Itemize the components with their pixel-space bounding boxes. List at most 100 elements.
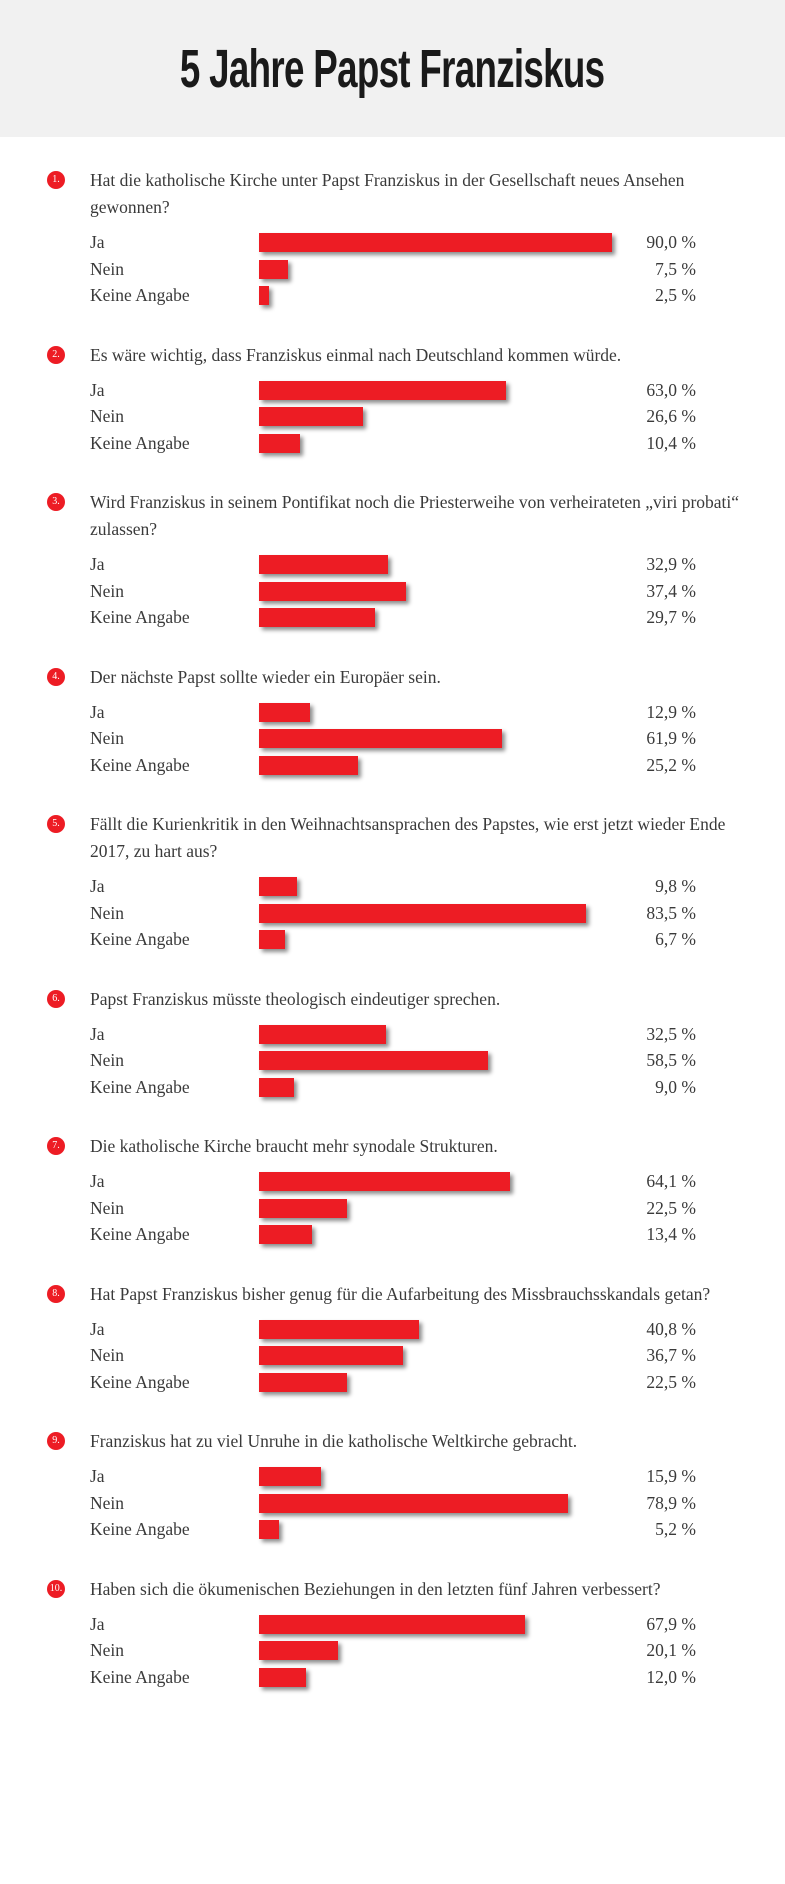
value-label: 64,1 % <box>646 1171 696 1191</box>
question-text: Hat Papst Franziskus bisher genug für di… <box>90 1283 711 1304</box>
answer-row: Keine Angabe 5,2 % <box>0 1516 785 1543</box>
bar <box>259 555 388 574</box>
question: 5. Fällt die Kurienkritik in den Weihnach… <box>0 811 785 865</box>
header: 5 Jahre Papst Franziskus <box>0 0 785 137</box>
value-label: 20,1 % <box>646 1640 696 1660</box>
bar <box>259 1641 338 1660</box>
bar <box>259 1172 511 1191</box>
question: 7. Die katholische Kirche braucht mehr sy… <box>0 1133 785 1160</box>
question-text: Wird Franziskus in seinem Pontifikat noc… <box>90 492 740 539</box>
bar <box>259 903 587 923</box>
value-label: 9,8 % <box>655 876 696 896</box>
answer-row: Ja 32,5 % <box>0 1021 785 1048</box>
question-text: Haben sich die ökumenischen Beziehungen … <box>90 1578 661 1599</box>
value-label: 83,5 % <box>646 902 696 923</box>
value-label: 13,4 % <box>646 1224 696 1244</box>
question-block: 9. Franziskus hat zu viel Unruhe in die k… <box>0 1428 785 1543</box>
answer-row: Nein 20,1 % <box>0 1637 785 1664</box>
answer-row: Ja 90,0 % <box>0 229 785 256</box>
answer-row: Keine Angabe 6,7 % <box>0 926 785 953</box>
bar <box>259 702 310 722</box>
answer-label: Keine Angabe <box>90 607 190 627</box>
value-label: 7,5 % <box>655 258 696 279</box>
answer-row: Keine Angabe 12,0 % <box>0 1664 785 1691</box>
survey-chart: 1. Hat die katholische Kirche unter Papst… <box>0 167 785 1723</box>
question-block: 6. Papst Franziskus müsste theologisch ei… <box>0 986 785 1101</box>
value-label: 61,9 % <box>646 728 696 748</box>
value-label: 12,0 % <box>646 1666 696 1687</box>
answer-label: Nein <box>90 580 125 601</box>
answer-row: Nein 78,9 % <box>0 1490 785 1517</box>
answer-row: Nein 7,5 % <box>0 256 785 283</box>
question-number-badge: 2. <box>47 345 65 364</box>
answer-label: Keine Angabe <box>90 754 190 775</box>
answer-row: Ja 63,0 % <box>0 377 785 404</box>
bar <box>259 1319 419 1339</box>
value-label: 15,9 % <box>646 1466 696 1486</box>
bar <box>259 233 612 252</box>
bar <box>259 1372 348 1392</box>
answer-label: Nein <box>90 1640 125 1660</box>
question: 6. Papst Franziskus müsste theologisch ei… <box>0 986 785 1013</box>
bar <box>259 1346 403 1365</box>
question-number-badge: 3. <box>47 493 65 511</box>
answer-label: Ja <box>90 1613 105 1634</box>
question-block: 7. Die katholische Kirche braucht mehr sy… <box>0 1133 785 1248</box>
answer-label: Keine Angabe <box>90 929 190 949</box>
answer-label: Ja <box>90 701 105 722</box>
question-text: Hat die katholische Kirche unter Papst F… <box>90 170 685 217</box>
bar <box>259 1051 489 1070</box>
value-label: 36,7 % <box>646 1345 696 1365</box>
bar <box>259 407 364 426</box>
answer-row: Keine Angabe 2,5 % <box>0 282 785 309</box>
bar <box>259 286 269 305</box>
answer-row: Keine Angabe 22,5 % <box>0 1369 785 1396</box>
answer-label: Nein <box>90 1197 125 1218</box>
value-label: 67,9 % <box>646 1613 696 1634</box>
question-number-badge: 5. <box>47 815 65 833</box>
answer-label: Keine Angabe <box>90 1076 190 1097</box>
answer-label: Keine Angabe <box>90 1224 190 1244</box>
value-label: 9,0 % <box>655 1076 696 1097</box>
answer-row: Nein 61,9 % <box>0 725 785 752</box>
answer-row: Nein 58,5 % <box>0 1047 785 1074</box>
value-label: 40,8 % <box>646 1318 696 1339</box>
question-block: 5. Fällt die Kurienkritik in den Weihnach… <box>0 811 785 953</box>
question-block: 4. Der nächste Papst sollte wieder ein Eu… <box>0 664 785 779</box>
question-number-badge: 8. <box>47 1284 65 1303</box>
question-number-badge: 9. <box>47 1432 65 1450</box>
question-number-badge: 1. <box>47 171 65 189</box>
bar <box>259 930 286 949</box>
answer-label: Ja <box>90 379 105 400</box>
bar <box>259 380 506 400</box>
question-text: Fällt die Kurienkritik in den Weihnachts… <box>90 814 726 861</box>
bar <box>259 1077 295 1097</box>
value-label: 26,6 % <box>646 406 696 426</box>
question-block: 10. Haben sich die ökumenischen Beziehung… <box>0 1576 785 1691</box>
question-text: Franziskus hat zu viel Unruhe in die kat… <box>90 1431 578 1451</box>
answer-label: Ja <box>90 1171 105 1191</box>
question-text: Papst Franziskus müsste theologisch eind… <box>90 988 501 1009</box>
bar <box>259 433 300 453</box>
bar <box>259 877 298 896</box>
bar <box>259 1520 280 1539</box>
answer-row: Ja 9,8 % <box>0 873 785 900</box>
value-label: 32,9 % <box>646 554 696 574</box>
bar <box>259 259 289 279</box>
bar <box>259 755 358 775</box>
question: 9. Franziskus hat zu viel Unruhe in die k… <box>0 1428 785 1455</box>
question-block: 2. Es wäre wichtig, dass Franziskus einma… <box>0 342 785 457</box>
bar <box>259 1198 348 1218</box>
answer-row: Keine Angabe 29,7 % <box>0 604 785 631</box>
answer-row: Keine Angabe 25,2 % <box>0 752 785 779</box>
bar <box>259 1225 312 1244</box>
answer-row: Nein 36,7 % <box>0 1342 785 1369</box>
answer-row: Keine Angabe 10,4 % <box>0 430 785 457</box>
value-label: 6,7 % <box>655 929 696 949</box>
question-number-badge: 7. <box>47 1137 65 1155</box>
value-label: 90,0 % <box>646 232 696 252</box>
answer-label: Keine Angabe <box>90 432 190 453</box>
answer-row: Keine Angabe 9,0 % <box>0 1074 785 1101</box>
answer-row: Nein 26,6 % <box>0 403 785 430</box>
question: 8. Hat Papst Franziskus bisher genug für … <box>0 1281 785 1308</box>
